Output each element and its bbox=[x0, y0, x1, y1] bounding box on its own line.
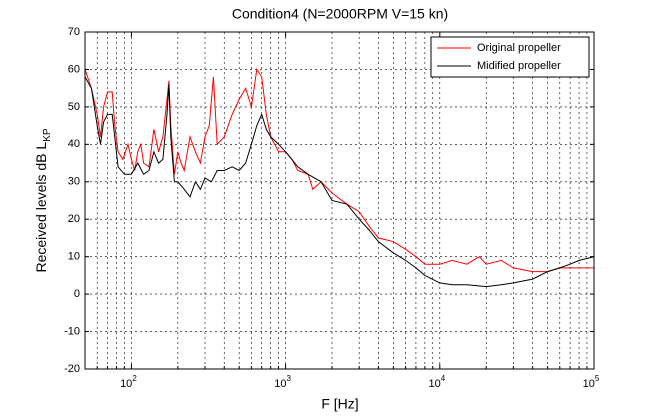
x-tick-label: 103 bbox=[274, 374, 291, 390]
x-tick-label: 105 bbox=[583, 374, 600, 390]
y-tick-label: 60 bbox=[68, 63, 80, 75]
x-tick-base: 10 bbox=[583, 378, 595, 390]
y-tick-label: 30 bbox=[68, 176, 80, 188]
y-tick-label: -10 bbox=[64, 325, 80, 337]
y-tick-label: 70 bbox=[68, 26, 80, 38]
x-tick-exponent: 5 bbox=[595, 374, 600, 383]
x-tick-exponent: 2 bbox=[132, 374, 137, 383]
y-tick-label: 10 bbox=[68, 251, 80, 263]
plot-frame bbox=[84, 31, 595, 370]
legend-label: Original propeller bbox=[477, 42, 561, 54]
y-label-main: Received levels dB L bbox=[33, 142, 49, 273]
y-label-sub: KP bbox=[42, 128, 53, 142]
x-tick-exponent: 3 bbox=[287, 374, 292, 383]
chart-title: Condition4 (N=2000RPM V=15 kn) bbox=[232, 6, 448, 22]
x-tick-label: 104 bbox=[428, 374, 445, 390]
y-tick-label: -20 bbox=[64, 363, 80, 375]
legend-label: Midified propeller bbox=[477, 60, 561, 72]
y-axis-label: Received levels dB LKP bbox=[33, 128, 53, 272]
x-tick-base: 10 bbox=[428, 378, 440, 390]
x-tick-base: 10 bbox=[274, 378, 286, 390]
x-axis-label: F [Hz] bbox=[321, 396, 358, 412]
y-tick-label: 0 bbox=[74, 288, 80, 300]
x-tick-base: 10 bbox=[120, 378, 132, 390]
series-line bbox=[85, 68, 594, 273]
y-tick-label: 20 bbox=[68, 213, 80, 225]
y-tick-label: 50 bbox=[68, 101, 80, 113]
x-tick-exponent: 4 bbox=[441, 374, 446, 383]
series-line bbox=[85, 76, 594, 288]
y-tick-label: 40 bbox=[68, 138, 80, 150]
legend-box bbox=[430, 36, 590, 78]
x-tick-label: 102 bbox=[120, 374, 137, 390]
